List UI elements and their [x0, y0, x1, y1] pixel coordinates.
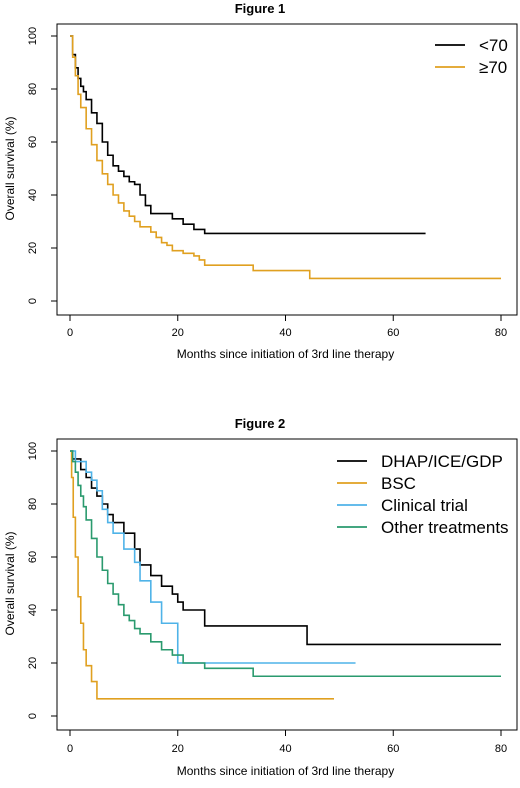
legend-label: <70	[479, 36, 508, 55]
series-line-4	[70, 450, 501, 678]
x-tick-label: 80	[495, 743, 507, 755]
y-tick-label: 40	[27, 604, 39, 616]
x-tick-label: 80	[495, 327, 507, 339]
y-tick-label: 40	[27, 189, 39, 201]
series-line-2	[70, 35, 501, 280]
series-line-2	[70, 450, 334, 700]
legend-label: Other treatments	[381, 518, 509, 537]
chart-title: Figure 2	[235, 416, 286, 431]
series-line-1	[70, 450, 501, 646]
x-tick-label: 20	[172, 743, 184, 755]
x-axis-label: Months since initiation of 3rd line ther…	[177, 764, 394, 778]
chart-panel-1: Figure 1 0 20 40 60 80 0 20 40 60 80 100 Months sinc…	[3, 1, 518, 361]
y-tick-label: 0	[27, 713, 39, 719]
x-tick-label: 20	[172, 327, 184, 339]
y-tick-label: 60	[27, 551, 39, 563]
y-tick-label: 60	[27, 136, 39, 148]
y-tick-label: 80	[27, 498, 39, 510]
x-tick-label: 60	[387, 327, 399, 339]
x-tick-label: 0	[67, 327, 73, 339]
y-tick-label: 100	[27, 442, 39, 460]
x-tick-label: 60	[387, 743, 399, 755]
chart-title: Figure 1	[235, 1, 286, 16]
y-axis-label: Overall survival (%)	[3, 531, 17, 635]
plot-frame	[56, 438, 518, 731]
series-line-1	[70, 35, 426, 235]
legend-label: Clinical trial	[381, 496, 468, 515]
y-tick-label: 80	[27, 83, 39, 95]
y-axis-label: Overall survival (%)	[3, 116, 17, 220]
y-tick-label: 0	[27, 298, 39, 304]
x-axis-label: Months since initiation of 3rd line ther…	[177, 347, 394, 361]
legend-label: ≥70	[479, 58, 507, 77]
x-tick-label: 40	[279, 743, 291, 755]
legend-label: BSC	[381, 474, 416, 493]
series-line-3	[70, 450, 356, 664]
x-tick-label: 40	[279, 327, 291, 339]
x-tick-label: 0	[67, 743, 73, 755]
y-tick-label: 20	[27, 657, 39, 669]
y-tick-label: 20	[27, 242, 39, 254]
y-tick-label: 100	[27, 27, 39, 45]
chart-panel-2: Figure 2 0 20 40 60 80 0 20 40 60 80 100 Months sinc…	[3, 416, 518, 778]
legend-label: DHAP/ICE/GDP	[381, 452, 503, 471]
